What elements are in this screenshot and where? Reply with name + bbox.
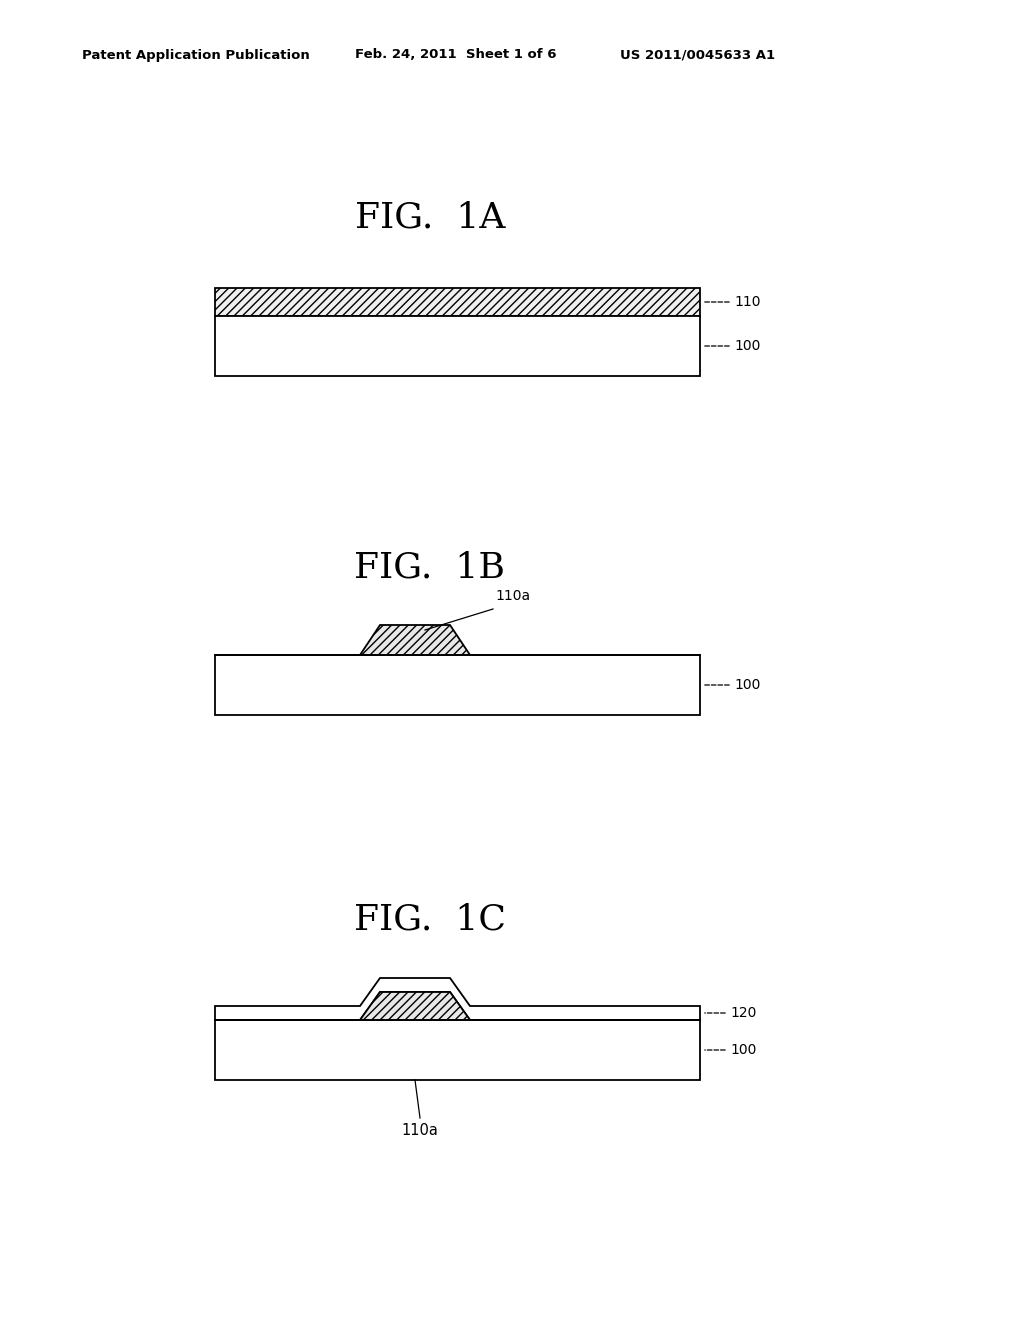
Polygon shape — [360, 624, 470, 655]
Bar — [215, 288, 700, 315]
Text: Feb. 24, 2011  Sheet 1 of 6: Feb. 24, 2011 Sheet 1 of 6 — [355, 49, 556, 62]
Polygon shape — [215, 978, 700, 1020]
Bar — [215, 1020, 700, 1080]
Text: 100: 100 — [734, 678, 761, 692]
Text: US 2011/0045633 A1: US 2011/0045633 A1 — [620, 49, 775, 62]
Text: FIG.  1B: FIG. 1B — [354, 550, 506, 585]
Text: 100: 100 — [730, 1043, 757, 1057]
Bar — [215, 655, 700, 715]
Text: Patent Application Publication: Patent Application Publication — [82, 49, 309, 62]
Polygon shape — [360, 993, 470, 1020]
Text: 120: 120 — [730, 1006, 757, 1020]
Text: FIG.  1A: FIG. 1A — [354, 201, 505, 235]
Text: 110: 110 — [734, 294, 761, 309]
Text: 100: 100 — [734, 339, 761, 352]
Text: FIG.  1C: FIG. 1C — [354, 903, 506, 937]
Bar — [215, 315, 700, 376]
Polygon shape — [360, 993, 470, 1020]
Text: 110a: 110a — [495, 589, 530, 603]
Text: 110a: 110a — [401, 1123, 438, 1138]
